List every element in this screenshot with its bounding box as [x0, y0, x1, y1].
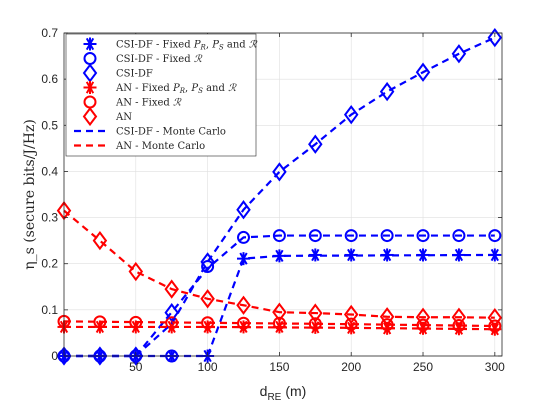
- legend-label-part: AN - Fixed: [115, 83, 173, 94]
- asterisk-marker: [237, 252, 251, 266]
- diamond-marker: [343, 304, 359, 325]
- diamond-marker: [308, 303, 323, 323]
- asterisk-marker: [83, 81, 97, 94]
- diamond-marker: [272, 302, 287, 322]
- x-tick-label: 50: [129, 360, 143, 374]
- diamond-marker: [236, 200, 251, 220]
- series-line: [64, 36, 496, 358]
- legend-label-part: ,: [185, 83, 191, 94]
- legend-label-symbol: ℛ: [194, 54, 203, 65]
- legend-label-part: and: [224, 40, 249, 51]
- series: [63, 209, 495, 331]
- x-axis-label-unit: (m): [285, 383, 306, 399]
- legend-label-part: ℛ: [228, 83, 237, 94]
- legend-label-text: AN - Fixed: [115, 98, 173, 109]
- legend-label: CSI-DF - Fixed PR, PS and ℛ: [116, 40, 258, 52]
- legend-label: AN - Monte Carlo: [115, 141, 205, 152]
- diamond-marker: [451, 307, 467, 327]
- legend-item: AN - Fixed PR, PS and ℛ: [83, 81, 237, 95]
- circle-marker: [272, 229, 286, 243]
- asterisk-marker: [83, 37, 97, 51]
- series-line: [64, 234, 495, 358]
- circle-marker: [237, 230, 251, 244]
- circle-marker: [488, 229, 502, 243]
- legend-label-part: and: [203, 83, 228, 94]
- circle-marker: [344, 229, 358, 243]
- diamond-marker: [82, 106, 98, 127]
- y-axis-label: η_s (secure bits/J/Hz): [22, 119, 38, 270]
- legend-label: CSI-DF - Fixed ℛ: [116, 54, 203, 65]
- legend-label-part: ,: [206, 40, 212, 51]
- ticks: 50 100 150 200 250 300 0 0.1 0.2 0.3 0.4 0.5 0.6 0.7: [41, 26, 505, 374]
- diamond-marker: [343, 105, 359, 125]
- y-tick-label: 0: [51, 349, 58, 363]
- legend-label: CSI-DF: [116, 69, 153, 80]
- diamond-marker: [379, 81, 395, 102]
- legend-label-part: CSI-DF - Fixed: [116, 40, 194, 51]
- diamond-marker: [92, 346, 108, 366]
- diamond-marker: [164, 279, 179, 299]
- legend-label-symbol: ℛ: [173, 98, 182, 109]
- diamond-marker: [379, 307, 395, 327]
- legend-label-part: P: [190, 83, 198, 94]
- circle-marker: [380, 229, 394, 243]
- series-line: [63, 209, 495, 319]
- legend-label: AN: [115, 112, 132, 123]
- legend-item: AN: [82, 106, 132, 127]
- diamond-marker: [415, 62, 431, 82]
- diamond-marker: [56, 346, 72, 366]
- legend-item: AN - Monte Carlo: [74, 141, 205, 152]
- legend-label-part: R: [200, 44, 207, 52]
- diamond-marker: [236, 295, 251, 315]
- circle-marker: [308, 229, 322, 243]
- x-axis-label-subscript: RE: [267, 392, 281, 403]
- legend-label-part: S: [198, 87, 203, 95]
- legend-label: CSI-DF - Monte Carlo: [116, 127, 226, 138]
- x-tick-label: 150: [269, 360, 289, 374]
- legend-label-part: P: [172, 83, 180, 94]
- legend-label-part: S: [219, 44, 224, 52]
- series: [64, 36, 496, 358]
- legend-label-part: R: [179, 87, 186, 95]
- x-tick-label: 300: [485, 360, 505, 374]
- y-tick-label: 0.4: [41, 164, 58, 178]
- legend-label-part: ℛ: [249, 40, 258, 51]
- legend-label: AN - Fixed PR, PS and ℛ: [115, 83, 237, 95]
- x-tick-label: 200: [341, 360, 361, 374]
- legend-box: [65, 33, 257, 157]
- x-tick-label: 100: [198, 360, 218, 374]
- legend-label: AN - Fixed ℛ: [115, 98, 182, 109]
- y-tick-label: 0.1: [41, 303, 58, 317]
- y-tick-label: 0.2: [41, 257, 58, 271]
- diamond-marker: [200, 289, 215, 309]
- circle-marker: [452, 229, 466, 243]
- diamond-marker: [451, 44, 467, 64]
- y-tick-label: 0.3: [41, 211, 58, 225]
- y-tick-label: 0.6: [41, 72, 58, 86]
- diamond-marker: [415, 307, 431, 327]
- diamond-marker: [308, 134, 323, 154]
- series: [56, 27, 503, 366]
- diamond-marker: [272, 162, 287, 182]
- diamond-marker: [487, 27, 503, 48]
- legend-item: CSI-DF - Fixed PR, PS and ℛ: [83, 37, 258, 52]
- y-tick-label: 0.7: [41, 26, 58, 40]
- legend-label-part: P: [211, 40, 219, 51]
- x-axis-label: dRE (m): [260, 383, 307, 403]
- legend-label-part: P: [193, 40, 201, 51]
- y-tick-label: 0.5: [41, 118, 58, 132]
- circle-marker: [416, 229, 430, 243]
- axes-box: [63, 32, 503, 357]
- diamond-marker: [92, 230, 108, 251]
- x-axis-label-main: d: [260, 383, 268, 399]
- diamond-marker: [487, 308, 503, 328]
- legend-label-text: CSI-DF - Fixed: [116, 54, 194, 65]
- legend-item: CSI-DF - Monte Carlo: [74, 127, 226, 138]
- x-tick-label: 250: [413, 360, 433, 374]
- asterisk-marker: [380, 248, 394, 262]
